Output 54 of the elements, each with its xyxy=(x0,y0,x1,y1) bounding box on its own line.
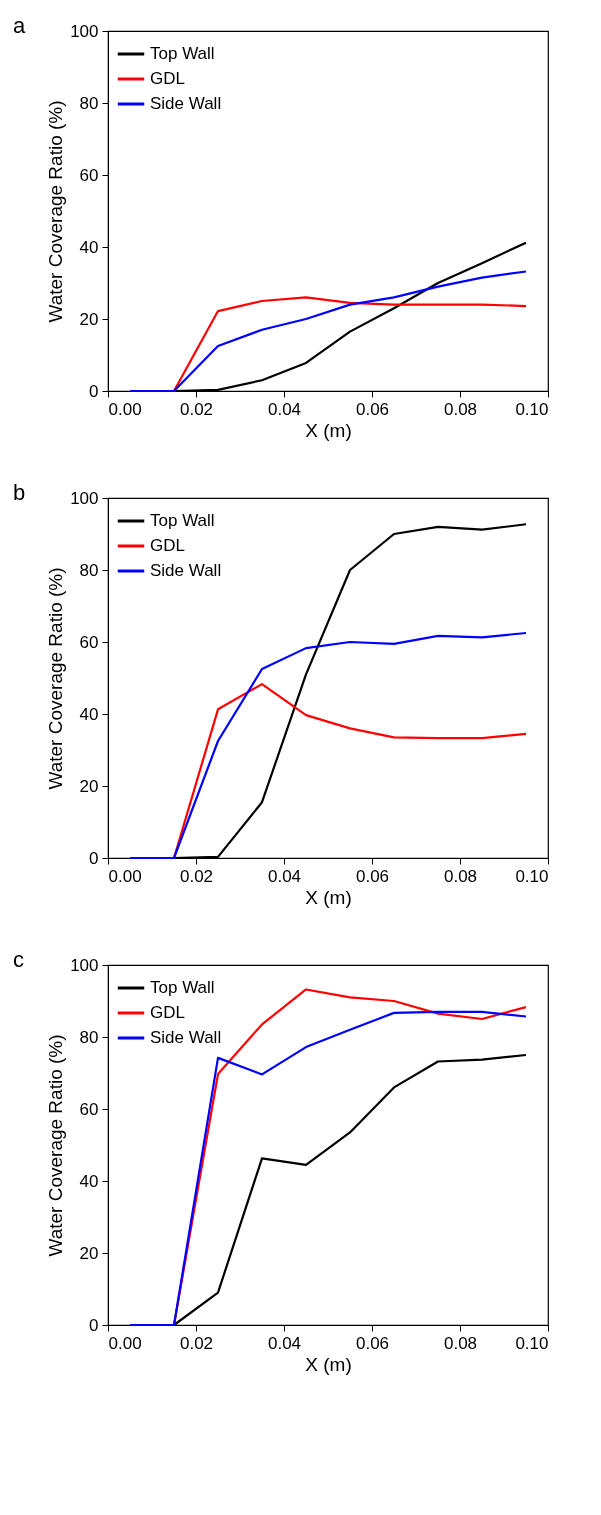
legend-label: GDL xyxy=(150,1003,185,1022)
legend-label: Top Wall xyxy=(150,978,215,997)
legend-label: Side Wall xyxy=(150,94,222,113)
x-tick-label: 0.06 xyxy=(355,1333,390,1353)
legend-label: Side Wall xyxy=(150,1028,222,1047)
x-tick-label: 0.08 xyxy=(443,399,478,419)
y-tick-label: 20 xyxy=(79,309,99,329)
x-tick-label: 0.02 xyxy=(179,399,214,419)
x-tick-label: 0.08 xyxy=(443,1333,478,1353)
x-tick-label: 0.06 xyxy=(355,866,390,886)
y-tick-label: 60 xyxy=(79,1099,99,1119)
y-axis-title: Water Coverage Ratio (%) xyxy=(45,567,67,790)
x-tick-label: 0.02 xyxy=(179,866,214,886)
y-tick-label: 0 xyxy=(89,1315,99,1335)
chart-title: b xyxy=(13,480,26,505)
legend-label: Top Wall xyxy=(150,44,215,63)
y-axis-title: Water Coverage Ratio (%) xyxy=(45,100,67,323)
legend-label: Side Wall xyxy=(150,561,222,580)
y-tick-label: 100 xyxy=(70,21,99,41)
y-tick-label: 80 xyxy=(79,1027,99,1047)
x-tick-label: 0.04 xyxy=(267,866,302,886)
x-tick-label: 0.10 xyxy=(515,1333,549,1353)
x-axis-title: X (m) xyxy=(305,1353,352,1375)
legend-label: GDL xyxy=(150,536,185,555)
x-tick-label: 0.04 xyxy=(267,1333,302,1353)
x-tick-label: 0.00 xyxy=(108,399,142,419)
y-tick-label: 40 xyxy=(79,704,99,724)
y-tick-label: 60 xyxy=(79,165,99,185)
y-tick-label: 80 xyxy=(79,93,99,113)
legend-label: Top Wall xyxy=(150,511,215,530)
x-axis-title: X (m) xyxy=(305,419,352,441)
x-axis-title: X (m) xyxy=(305,886,352,908)
chart-title: a xyxy=(13,13,26,38)
y-tick-label: 100 xyxy=(70,488,99,508)
x-tick-label: 0.08 xyxy=(443,866,478,886)
y-tick-label: 20 xyxy=(79,776,99,796)
x-tick-label: 0.02 xyxy=(179,1333,214,1353)
x-tick-label: 0.00 xyxy=(108,866,142,886)
y-tick-label: 60 xyxy=(79,632,99,652)
y-tick-label: 0 xyxy=(89,381,99,401)
y-tick-label: 40 xyxy=(79,237,99,257)
y-tick-label: 0 xyxy=(89,848,99,868)
x-tick-label: 0.04 xyxy=(267,399,302,419)
x-tick-label: 0.10 xyxy=(515,399,549,419)
x-tick-label: 0.10 xyxy=(515,866,549,886)
y-axis-title: Water Coverage Ratio (%) xyxy=(45,1034,67,1257)
y-tick-label: 80 xyxy=(79,560,99,580)
y-tick-label: 100 xyxy=(70,955,99,975)
x-tick-label: 0.00 xyxy=(108,1333,142,1353)
y-tick-label: 20 xyxy=(79,1243,99,1263)
y-tick-label: 40 xyxy=(79,1171,99,1191)
legend-label: GDL xyxy=(150,69,185,88)
x-tick-label: 0.06 xyxy=(355,399,390,419)
chart-title: c xyxy=(13,947,24,972)
